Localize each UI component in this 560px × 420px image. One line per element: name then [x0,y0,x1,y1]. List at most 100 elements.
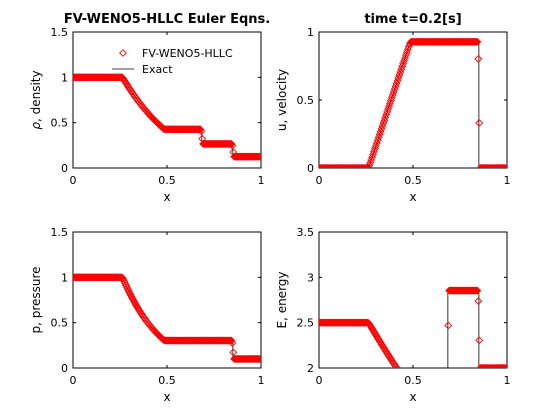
density-marker [115,73,124,82]
velocity-marker [470,37,479,46]
velocity-xtick-label: 1 [504,174,511,187]
pressure-ylabel-text: p, pressure [29,266,43,333]
energy-marker [361,318,370,327]
panel-pressure: 0 0.5 1 0 0.5 1 1.5 x p, pressure [29,226,265,404]
energy-marker [434,385,441,392]
velocity-marker [500,164,507,168]
pressure-xtick-label: 0.5 [158,374,176,387]
energy-marker [421,385,428,392]
density-xtick-label: 0.5 [158,174,176,187]
pressure-ytick-label: 1 [61,271,68,284]
pressure-marker [132,301,141,310]
pressure-ytick-label: 0 [61,362,68,375]
energy-xtick-label: 0.5 [404,374,422,387]
energy-marker [441,385,448,392]
density-xlabel: x [163,190,170,204]
energy-marker [444,372,451,379]
energy-marker [430,385,437,392]
velocity-xtick-label: 0.5 [404,174,422,187]
left-title: FV-WENO5-HLLC Euler Eqns. [64,12,270,27]
legend-marker-icon [119,49,127,57]
pressure-marker [223,336,232,345]
pressure-marker [255,354,261,363]
pressure-marker [254,354,261,363]
velocity-marker [472,37,481,46]
density-ytick-label: 1.5 [51,26,69,39]
energy-marker [436,385,443,392]
energy-marker [435,385,442,392]
pressure-numerical-markers [73,273,261,363]
pressure-marker [130,298,139,307]
density-marker [193,125,202,134]
density-ylabel-symbol: ρ [29,122,43,130]
pressure-marker [126,291,135,300]
energy-marker [502,364,507,368]
energy-numerical-markers [319,286,507,392]
energy-marker [427,385,434,392]
pressure-marker [124,287,133,296]
energy-marker [425,385,432,392]
energy-marker [442,385,449,392]
pressure-marker [115,273,124,282]
pressure-marker [227,336,236,345]
energy-marker [424,385,431,392]
energy-marker [501,364,507,368]
energy-marker [471,286,480,295]
velocity-xtick-label: 0 [316,174,323,187]
density-ytick-label: 0.5 [51,117,69,130]
pressure-marker [256,354,261,363]
velocity-ylabel: u, velocity [275,69,289,131]
velocity-marker [498,164,507,168]
energy-marker [422,385,429,392]
pressure-marker [128,294,137,303]
energy-marker [499,364,507,368]
energy-marker [438,385,445,392]
subplot-grid: 0 0.5 1 0 0.5 1 1.5 x ρ, density FV-WENO5-HLLC Exa… [29,26,511,404]
density-ylabel-text: , density [29,70,43,122]
pressure-marker [253,354,261,363]
energy-ylabel: E, energy [275,271,289,328]
energy-marker [474,297,483,306]
energy-ytick-label: 3 [307,271,314,284]
density-xtick-label: 0 [70,174,77,187]
density-marker [256,152,261,161]
energy-marker [433,385,440,392]
pressure-xtick-label: 1 [258,374,265,387]
energy-marker [469,286,478,295]
pressure-marker [229,348,238,357]
velocity-ytick-label: 0.5 [297,94,315,107]
density-numerical-markers [73,73,261,161]
density-marker [224,139,233,148]
velocity-marker [502,164,507,168]
density-marker [254,152,261,161]
energy-marker [440,385,447,392]
density-ytick-label: 1 [61,71,68,84]
velocity-xlabel: x [409,190,416,204]
legend-entry-exact: Exact [142,63,173,76]
energy-marker [423,385,430,392]
energy-marker [432,385,439,392]
pressure-marker [122,281,131,290]
legend: FV-WENO5-HLLC Exact [112,47,233,76]
density-ylabel: ρ, density [29,70,43,129]
pressure-marker [224,336,233,345]
density-marker [192,125,201,134]
energy-ylabel-text: E, energy [275,271,289,328]
velocity-ytick-label: 0 [307,162,314,175]
energy-marker [396,369,403,376]
pressure-marker [124,285,132,294]
velocity-numerical-markers [319,37,507,168]
energy-marker [428,385,435,392]
energy-xtick-label: 1 [504,374,511,387]
pressure-ytick-label: 1.5 [51,226,69,239]
velocity-marker [471,37,480,46]
density-marker [227,139,236,148]
pressure-ytick-label: 0.5 [51,317,69,330]
energy-marker [429,385,436,392]
velocity-marker [475,118,484,127]
density-marker [255,152,261,161]
density-marker [196,125,205,134]
density-xtick-label: 1 [258,174,265,187]
energy-marker [472,286,481,295]
